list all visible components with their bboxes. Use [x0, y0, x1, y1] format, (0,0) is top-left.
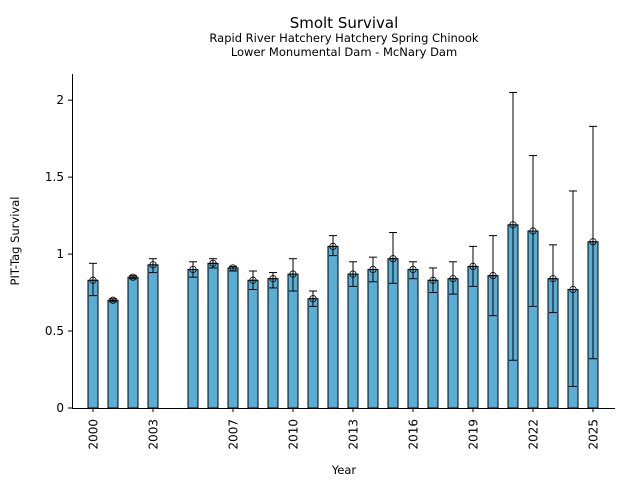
bar-group-2006	[207, 258, 219, 409]
chart-title: Smolt Survival	[290, 14, 399, 32]
bar-group-2010	[287, 258, 299, 409]
x-tick-label: 2016	[407, 419, 421, 450]
bar-2019	[467, 265, 479, 409]
bar-group-2021	[507, 91, 519, 409]
bar-2006	[207, 262, 219, 409]
y-tick-label: 0	[56, 401, 64, 415]
bar-2014	[367, 268, 379, 409]
bar-2016	[407, 268, 419, 409]
x-tick-label: 2019	[467, 419, 481, 450]
bar-group-2001	[107, 296, 119, 409]
bar-group-2003	[147, 258, 159, 409]
bar-group-2024	[567, 190, 579, 409]
bar-group-2012	[327, 235, 339, 409]
bar-2017	[427, 279, 439, 409]
bar-group-2022	[527, 155, 539, 409]
bar-group-2019	[467, 245, 479, 409]
x-tick-label: 2010	[287, 419, 301, 450]
bar-group-2011	[307, 290, 319, 409]
bar-group-2008	[247, 270, 259, 409]
bar-group-2007	[227, 264, 239, 409]
bar-group-2025	[587, 125, 599, 409]
bar-2018	[447, 278, 459, 409]
bar-group-2023	[547, 244, 559, 409]
bar-2003	[147, 264, 159, 409]
bar-group-2016	[407, 261, 419, 409]
bar-2000	[87, 279, 99, 409]
y-tick-label: 2	[56, 93, 64, 107]
bar-group-2020	[487, 235, 499, 409]
x-tick-label: 2007	[227, 419, 241, 450]
x-tick-label: 2022	[527, 419, 541, 450]
bar-group-2014	[367, 256, 379, 409]
x-tick-label: 2013	[347, 419, 361, 450]
bar-group-2017	[427, 267, 439, 409]
bar-2002	[127, 276, 139, 409]
x-axis-ticks: 2000 2003 2007 2010 2013 2016 2019 2022 2025	[87, 408, 601, 450]
bar-2013	[347, 273, 359, 409]
bar-2005	[187, 268, 199, 409]
bar-group-2000	[87, 262, 99, 409]
bar-group-2005	[187, 261, 199, 409]
bar-2008	[247, 279, 259, 409]
bar-group-2018	[447, 261, 459, 409]
bar-2007	[227, 267, 239, 409]
bar-2012	[327, 245, 339, 409]
chart-subtitle-line-1: Rapid River Hatchery Hatchery Spring Chi…	[209, 31, 478, 45]
bar-2009	[267, 278, 279, 409]
bar-2011	[307, 298, 319, 409]
x-tick-label: 2003	[147, 419, 161, 450]
bar-group-2002	[127, 273, 139, 409]
y-tick-label: 1.5	[45, 170, 64, 184]
bar-2001	[107, 299, 119, 409]
y-axis-ticks: 0 0.5 1 1.5 2	[45, 93, 72, 415]
chart-subtitle-line-2: Lower Monumental Dam - McNary Dam	[231, 45, 457, 59]
bar-2010	[287, 273, 299, 409]
bar-group-2015	[387, 232, 399, 409]
x-axis-label: Year	[331, 463, 357, 477]
y-tick-label: 1	[56, 247, 64, 261]
bar-group-2009	[267, 272, 279, 409]
x-tick-label: 2000	[87, 419, 101, 450]
bar-group-2013	[347, 261, 359, 409]
y-tick-label: 0.5	[45, 324, 64, 338]
plot-area	[87, 91, 599, 409]
y-axis-label: PIT-Tag Survival	[8, 197, 22, 286]
x-tick-label: 2025	[587, 419, 601, 450]
